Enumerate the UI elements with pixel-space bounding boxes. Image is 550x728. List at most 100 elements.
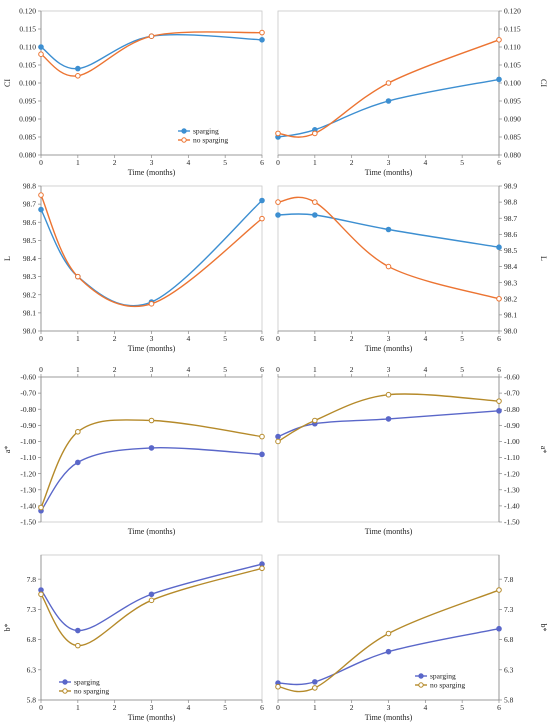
data-point	[496, 587, 502, 593]
y-tick-label: -1.40	[20, 501, 36, 510]
y-tick-label: 98.0	[23, 327, 36, 336]
x-tick-label: 5	[460, 365, 464, 374]
legend-entry: no sparging	[430, 681, 465, 690]
data-point	[259, 215, 265, 222]
series-line-no-sparging	[277, 393, 500, 443]
x-axis-title: Time (months)	[365, 713, 413, 722]
x-tick-label: 0	[39, 703, 43, 712]
y-tick-label: -1.20	[504, 469, 520, 478]
x-tick-label: 0	[39, 334, 43, 343]
x-tick-label: 4	[186, 334, 190, 343]
data-point	[259, 433, 265, 440]
data-point	[275, 130, 281, 137]
y-axis-title: a*	[3, 446, 12, 454]
x-tick-label: 3	[150, 158, 154, 167]
y-tick-label: -0.90	[504, 421, 520, 430]
series-line-no-sparging	[40, 194, 263, 308]
data-point	[496, 37, 502, 43]
data-point	[148, 33, 155, 40]
x-tick-label: 3	[387, 365, 391, 374]
chart-l-left: 98.0 98.1 98.2 98.3 98.4 98.5 98.6 98.7 98.8 L 0 1 2…	[3, 182, 265, 353]
chart-b-right: 5.8 6.3 6.8 7.3 7.8 b* 0 1 2 3 4 5 6 Time (months) spa…	[275, 554, 548, 722]
x-tick-label: 3	[387, 703, 391, 712]
x-axis-title: Time (months)	[365, 344, 413, 353]
y-tick-label: 98.1	[504, 310, 517, 319]
y-axis-title: L	[539, 256, 548, 261]
data-point	[312, 130, 318, 137]
x-tick-label: 6	[497, 703, 501, 712]
data-point	[275, 212, 281, 218]
legend-entry: no sparging	[74, 687, 109, 696]
y-tick-label: -0.80	[504, 405, 520, 414]
y-tick-label: 98.8	[504, 198, 517, 207]
x-tick-label: 2	[350, 365, 354, 374]
x-tick-label: 1	[313, 703, 317, 712]
data-point	[385, 391, 392, 398]
series-line-no-sparging	[40, 31, 263, 77]
legend-entry: sparging	[74, 678, 100, 687]
y-tick-label: 0.080	[19, 151, 36, 160]
y-tick-label: -1.20	[20, 469, 36, 478]
data-point	[385, 98, 392, 104]
legend-marker	[62, 679, 68, 685]
y-tick-label: -0.70	[504, 389, 520, 398]
x-tick-label: 6	[260, 334, 264, 343]
x-axis-title: Time (months)	[128, 344, 176, 353]
x-tick-label: 6	[497, 158, 501, 167]
x-tick-label: 6	[260, 158, 264, 167]
data-point	[75, 65, 81, 72]
data-point	[75, 627, 81, 634]
chart-a-left: -0.60 -0.70 -0.80 -0.90 -1.00 -1.10 -1.20 -1.30…	[3, 365, 265, 536]
y-tick-label: -1.00	[504, 437, 520, 446]
y-tick-label: 98.6	[504, 230, 517, 239]
y-tick-label: 98.0	[504, 327, 517, 336]
y-tick-label: 98.5	[23, 236, 36, 245]
y-tick-label: -1.10	[20, 453, 36, 462]
series-line-no-sparging	[277, 589, 500, 693]
x-tick-label: 4	[423, 365, 427, 374]
x-tick-label: 1	[76, 158, 80, 167]
legend-marker	[418, 682, 424, 688]
y-tick-label: 0.115	[19, 25, 36, 34]
x-tick-label: 4	[186, 703, 190, 712]
x-tick-label: 3	[150, 334, 154, 343]
x-tick-label: 0	[39, 365, 43, 374]
y-axis-title: CI	[3, 79, 12, 87]
y-tick-label: -1.00	[20, 437, 36, 446]
y-tick-label: 0.110	[19, 43, 36, 52]
y-tick-label: -1.40	[504, 501, 520, 510]
plot-frame	[277, 185, 500, 332]
y-tick-label: 98.3	[504, 278, 517, 287]
data-point	[38, 192, 44, 198]
data-point	[38, 51, 44, 58]
y-tick-label: 6.8	[504, 635, 514, 644]
x-tick-label: 4	[186, 158, 190, 167]
y-tick-label: -0.80	[20, 405, 36, 414]
data-point	[75, 73, 81, 79]
series-line-no-sparging	[277, 196, 500, 300]
y-tick-label: -1.30	[504, 485, 520, 494]
x-tick-label: 1	[313, 365, 317, 374]
data-point	[38, 206, 44, 213]
data-point	[496, 76, 502, 83]
data-point	[385, 80, 392, 86]
data-point	[496, 244, 502, 251]
series-line-sparging	[277, 410, 500, 438]
x-tick-label: 4	[186, 365, 190, 374]
y-axis-title: a*	[539, 446, 548, 454]
x-tick-label: 5	[223, 365, 227, 374]
y-tick-label: 0.110	[504, 43, 521, 52]
y-tick-label: -0.90	[20, 421, 36, 430]
series-line-sparging	[40, 447, 263, 512]
data-point	[259, 197, 265, 204]
y-tick-label: -1.30	[20, 485, 36, 494]
data-point	[385, 416, 392, 422]
x-tick-label: 2	[350, 158, 354, 167]
x-axis-title: Time (months)	[365, 527, 413, 536]
y-tick-label: 0.080	[504, 151, 521, 160]
y-tick-label: 98.5	[504, 246, 517, 255]
x-tick-label: 1	[313, 158, 317, 167]
y-tick-label: 0.100	[19, 79, 36, 88]
x-axis-title: Time (months)	[128, 168, 176, 177]
y-tick-label: 98.2	[23, 290, 36, 299]
